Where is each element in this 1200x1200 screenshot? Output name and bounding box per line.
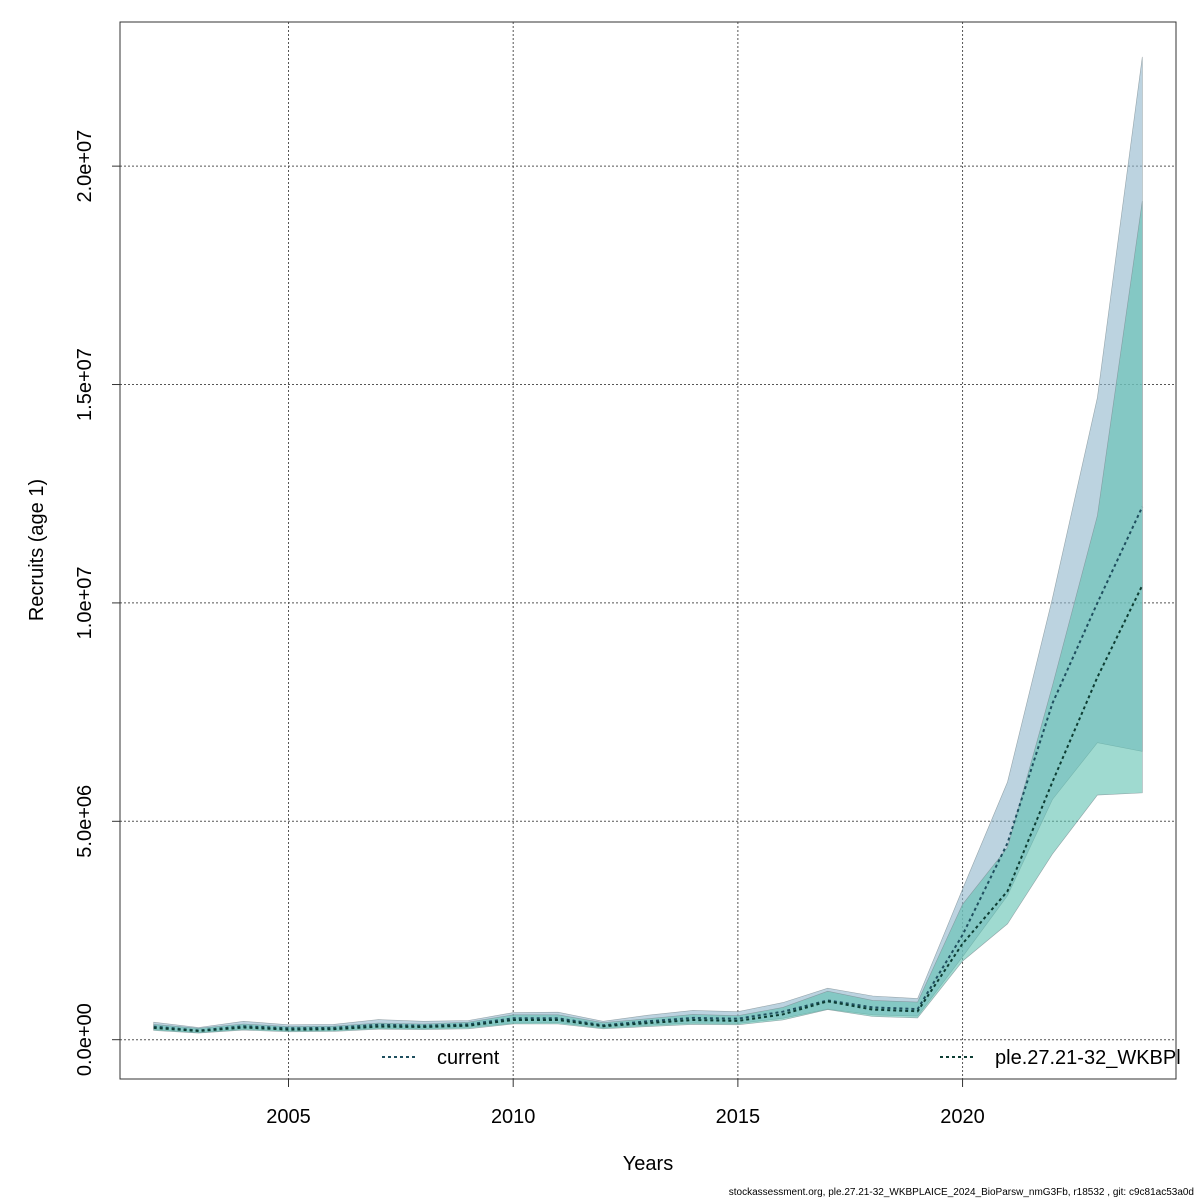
series-line-2 <box>153 584 1144 1033</box>
x-tick-label: 2020 <box>940 1106 985 1128</box>
x-tick-label: 2010 <box>491 1106 536 1128</box>
x-tick-label: 2005 <box>266 1106 311 1128</box>
y-tick-label: 1.5e+07 <box>74 348 96 421</box>
axis-ticks: 2005 2010 2015 2020 0.0e+00 5.0e+06 1.0e+07 1.5… <box>74 130 985 1128</box>
footer-credit: stockassessment.org, ple.27.21-32_WKBPLA… <box>728 1187 1194 1198</box>
confidence-bands <box>153 56 1143 1034</box>
legend-label-1: current <box>437 1047 500 1069</box>
legend: current ple.27.21-32_WKBPl <box>382 1047 1181 1069</box>
confidence-band-2 <box>153 201 1143 1034</box>
y-tick-label: 2.0e+07 <box>74 130 96 203</box>
y-tick-label: 1.0e+07 <box>74 566 96 639</box>
x-axis-title: Years <box>623 1153 673 1175</box>
y-tick-label: 0.0e+00 <box>74 1003 96 1076</box>
series-line-1 <box>153 506 1144 1032</box>
y-axis-title: Recruits (age 1) <box>26 479 48 621</box>
legend-label-2: ple.27.21-32_WKBPl <box>995 1047 1181 1069</box>
y-tick-label: 5.0e+06 <box>74 785 96 858</box>
grid-lines <box>120 22 1176 1079</box>
x-tick-label: 2015 <box>716 1106 761 1128</box>
plot-frame <box>119 21 1177 1080</box>
estimate-lines <box>153 506 1144 1033</box>
